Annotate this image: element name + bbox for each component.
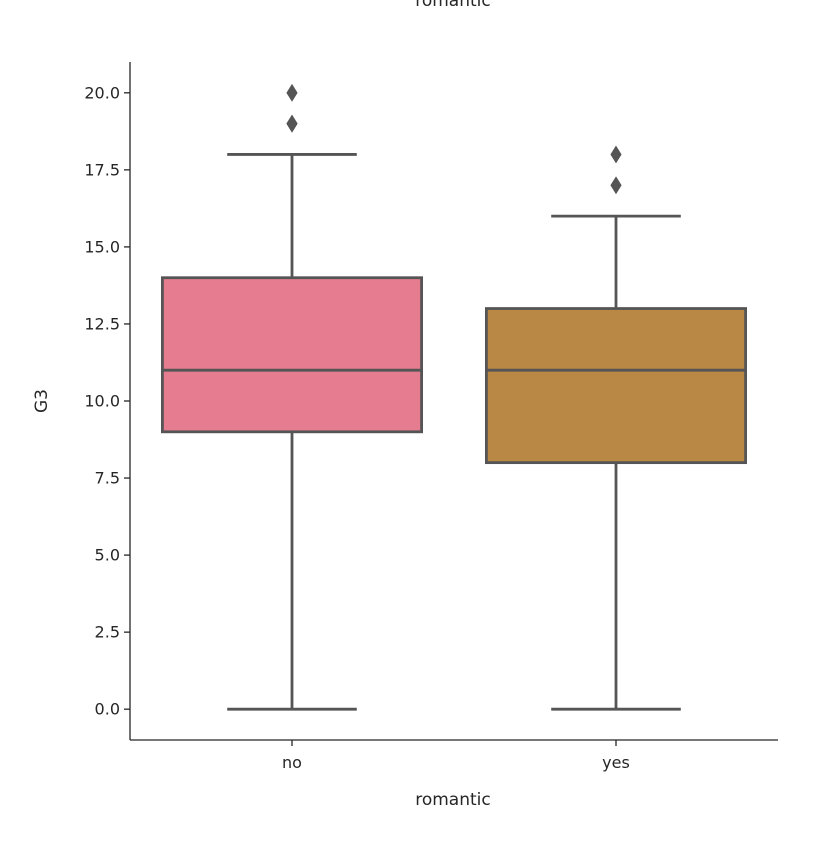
y-axis-label: G3 bbox=[32, 389, 52, 413]
y-tick-label: 0.0 bbox=[95, 700, 120, 719]
outlier-point bbox=[286, 114, 298, 133]
y-tick-label: 5.0 bbox=[95, 546, 120, 565]
y-tick-label: 15.0 bbox=[84, 237, 120, 256]
y-axis-ticks: 0.0 2.5 5.0 7.5 10.0 12.5 15.0 17.5 20.0 bbox=[84, 83, 130, 719]
y-tick-label: 12.5 bbox=[84, 314, 120, 333]
iqr-box bbox=[484, 307, 748, 465]
x-tick-label: no bbox=[282, 753, 302, 772]
iqr-box bbox=[160, 276, 424, 434]
outlier-point bbox=[610, 176, 622, 195]
x-axis-ticks: no yes bbox=[282, 740, 630, 772]
box-group-yes bbox=[484, 145, 748, 711]
y-tick-label: 10.0 bbox=[84, 392, 120, 411]
y-tick-label: 2.5 bbox=[95, 623, 120, 642]
x-tick-label: yes bbox=[602, 753, 630, 772]
outlier-point bbox=[610, 145, 622, 164]
plot-area bbox=[160, 83, 748, 711]
y-tick-label: 7.5 bbox=[95, 469, 120, 488]
box-group-no bbox=[160, 83, 424, 711]
y-tick-label: 17.5 bbox=[84, 160, 120, 179]
x-axis-label: romantic bbox=[415, 790, 491, 810]
y-tick-label: 20.0 bbox=[84, 83, 120, 102]
chart-title: romantic bbox=[415, 0, 491, 11]
outlier-point bbox=[286, 83, 298, 102]
